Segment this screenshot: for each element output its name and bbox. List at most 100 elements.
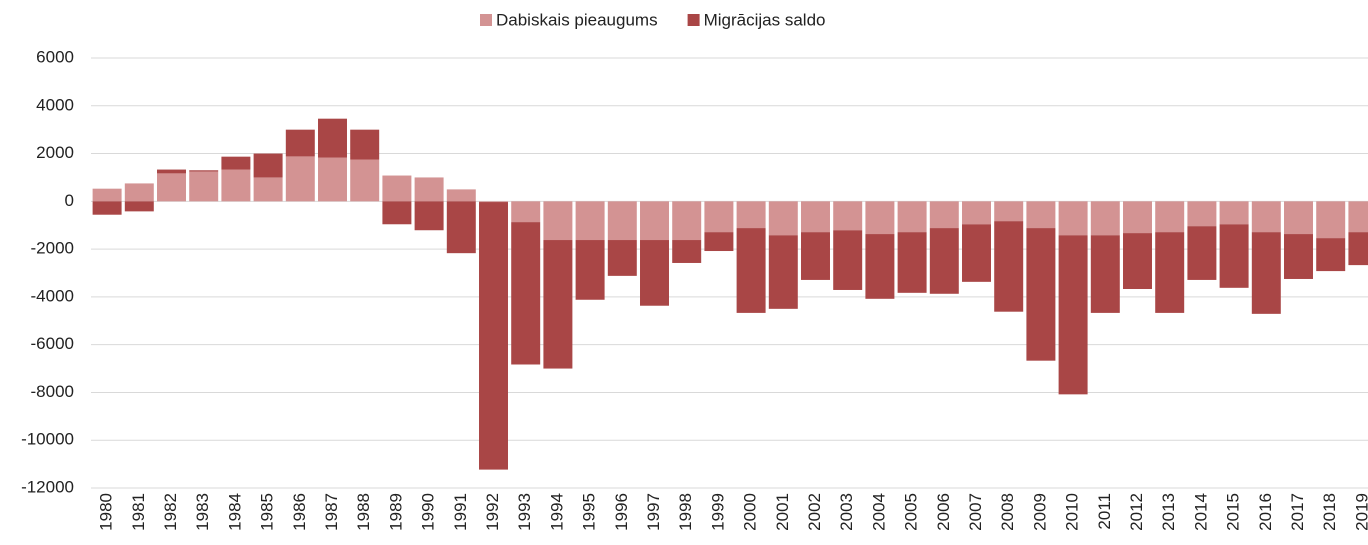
bar [446,201,476,254]
bar [833,201,863,231]
legend-label: Dabiskais pieaugums [496,10,658,29]
x-tick-label: 2017 [1288,493,1307,531]
bar [736,228,766,313]
bar [1123,233,1152,290]
x-tick-label: 2014 [1191,493,1210,531]
bar [1187,226,1217,280]
bar [124,201,154,212]
bar [543,201,573,241]
x-tick-label: 2015 [1224,493,1243,531]
x-tick-label: 2013 [1159,493,1178,531]
x-tick-label: 1991 [451,493,470,531]
x-tick-label: 2004 [869,493,888,531]
bar [768,201,798,236]
x-tick-label: 2016 [1256,493,1275,531]
bar [1123,201,1152,234]
bar [994,221,1024,312]
bar [1284,201,1313,235]
bar [1155,232,1185,313]
y-tick-label: -10000 [21,430,74,449]
x-tick-label: 2000 [741,493,760,531]
bar [1219,201,1249,225]
bar [511,201,541,223]
bar [189,171,219,202]
bar [1316,201,1346,239]
bar [318,118,347,158]
x-tick-label: 2003 [837,493,856,531]
bar [640,240,669,306]
y-tick-label: -2000 [31,239,74,258]
bar [92,201,122,215]
bar [768,235,798,309]
x-tick-label: 1983 [193,493,212,531]
bar [253,153,283,178]
x-tick-label: 2019 [1352,493,1368,531]
y-tick-label: -12000 [21,477,74,496]
bar [1155,201,1185,233]
legend-swatch [687,14,700,26]
bar [221,169,251,202]
bar [962,201,991,225]
x-tick-label: 2009 [1030,493,1049,531]
bar [897,232,927,293]
bar [672,240,702,263]
bar [157,169,186,174]
bar [414,177,444,202]
y-tick-label: 6000 [36,47,74,66]
x-tick-label: 1981 [129,493,148,531]
bar [350,159,380,202]
bar [1348,232,1368,266]
bar [897,201,927,233]
bar [640,201,669,241]
x-tick-label: 2011 [1095,493,1114,530]
bar [736,201,766,229]
bar [543,240,573,369]
bar [414,201,444,231]
y-tick-label: 2000 [36,143,74,162]
x-tick-label: 1985 [258,493,277,531]
bar [1026,228,1056,361]
bar [1058,235,1088,395]
bar [1284,234,1313,279]
bar [801,232,830,280]
bar [221,156,251,170]
x-tick-label: 1982 [161,493,180,531]
x-tick-label: 1996 [612,493,631,531]
y-tick-label: -4000 [31,286,74,305]
bar [865,201,895,235]
bar [382,175,412,202]
bar [607,201,637,241]
bar [575,240,605,300]
bar [285,156,315,202]
bar [1348,201,1368,233]
bar [124,183,154,202]
bar [479,201,508,203]
x-tick-label: 1986 [290,493,309,531]
x-tick-label: 1997 [644,493,663,531]
y-tick-label: -8000 [31,382,74,401]
bar [382,201,412,225]
bar [704,201,734,233]
bar [318,157,347,202]
bar [929,228,959,294]
bar [1090,235,1120,313]
x-tick-label: 1988 [354,493,373,531]
bar [189,170,219,172]
bar [962,224,991,282]
legend-swatch [480,14,492,26]
x-tick-label: 1987 [322,493,341,531]
legend-label: Migrācijas saldo [704,10,826,29]
bar [446,189,476,202]
y-tick-label: 0 [65,191,74,210]
x-tick-label: 2002 [805,493,824,531]
bar [607,240,637,276]
x-tick-label: 2010 [1063,493,1082,531]
x-tick-label: 1993 [515,493,534,531]
x-tick-label: 1980 [97,493,116,531]
bar [1251,201,1281,233]
bar [929,201,959,229]
bar [350,129,380,160]
x-tick-label: 2018 [1320,493,1339,531]
bar [1219,224,1249,288]
x-tick-label: 1989 [386,493,405,531]
